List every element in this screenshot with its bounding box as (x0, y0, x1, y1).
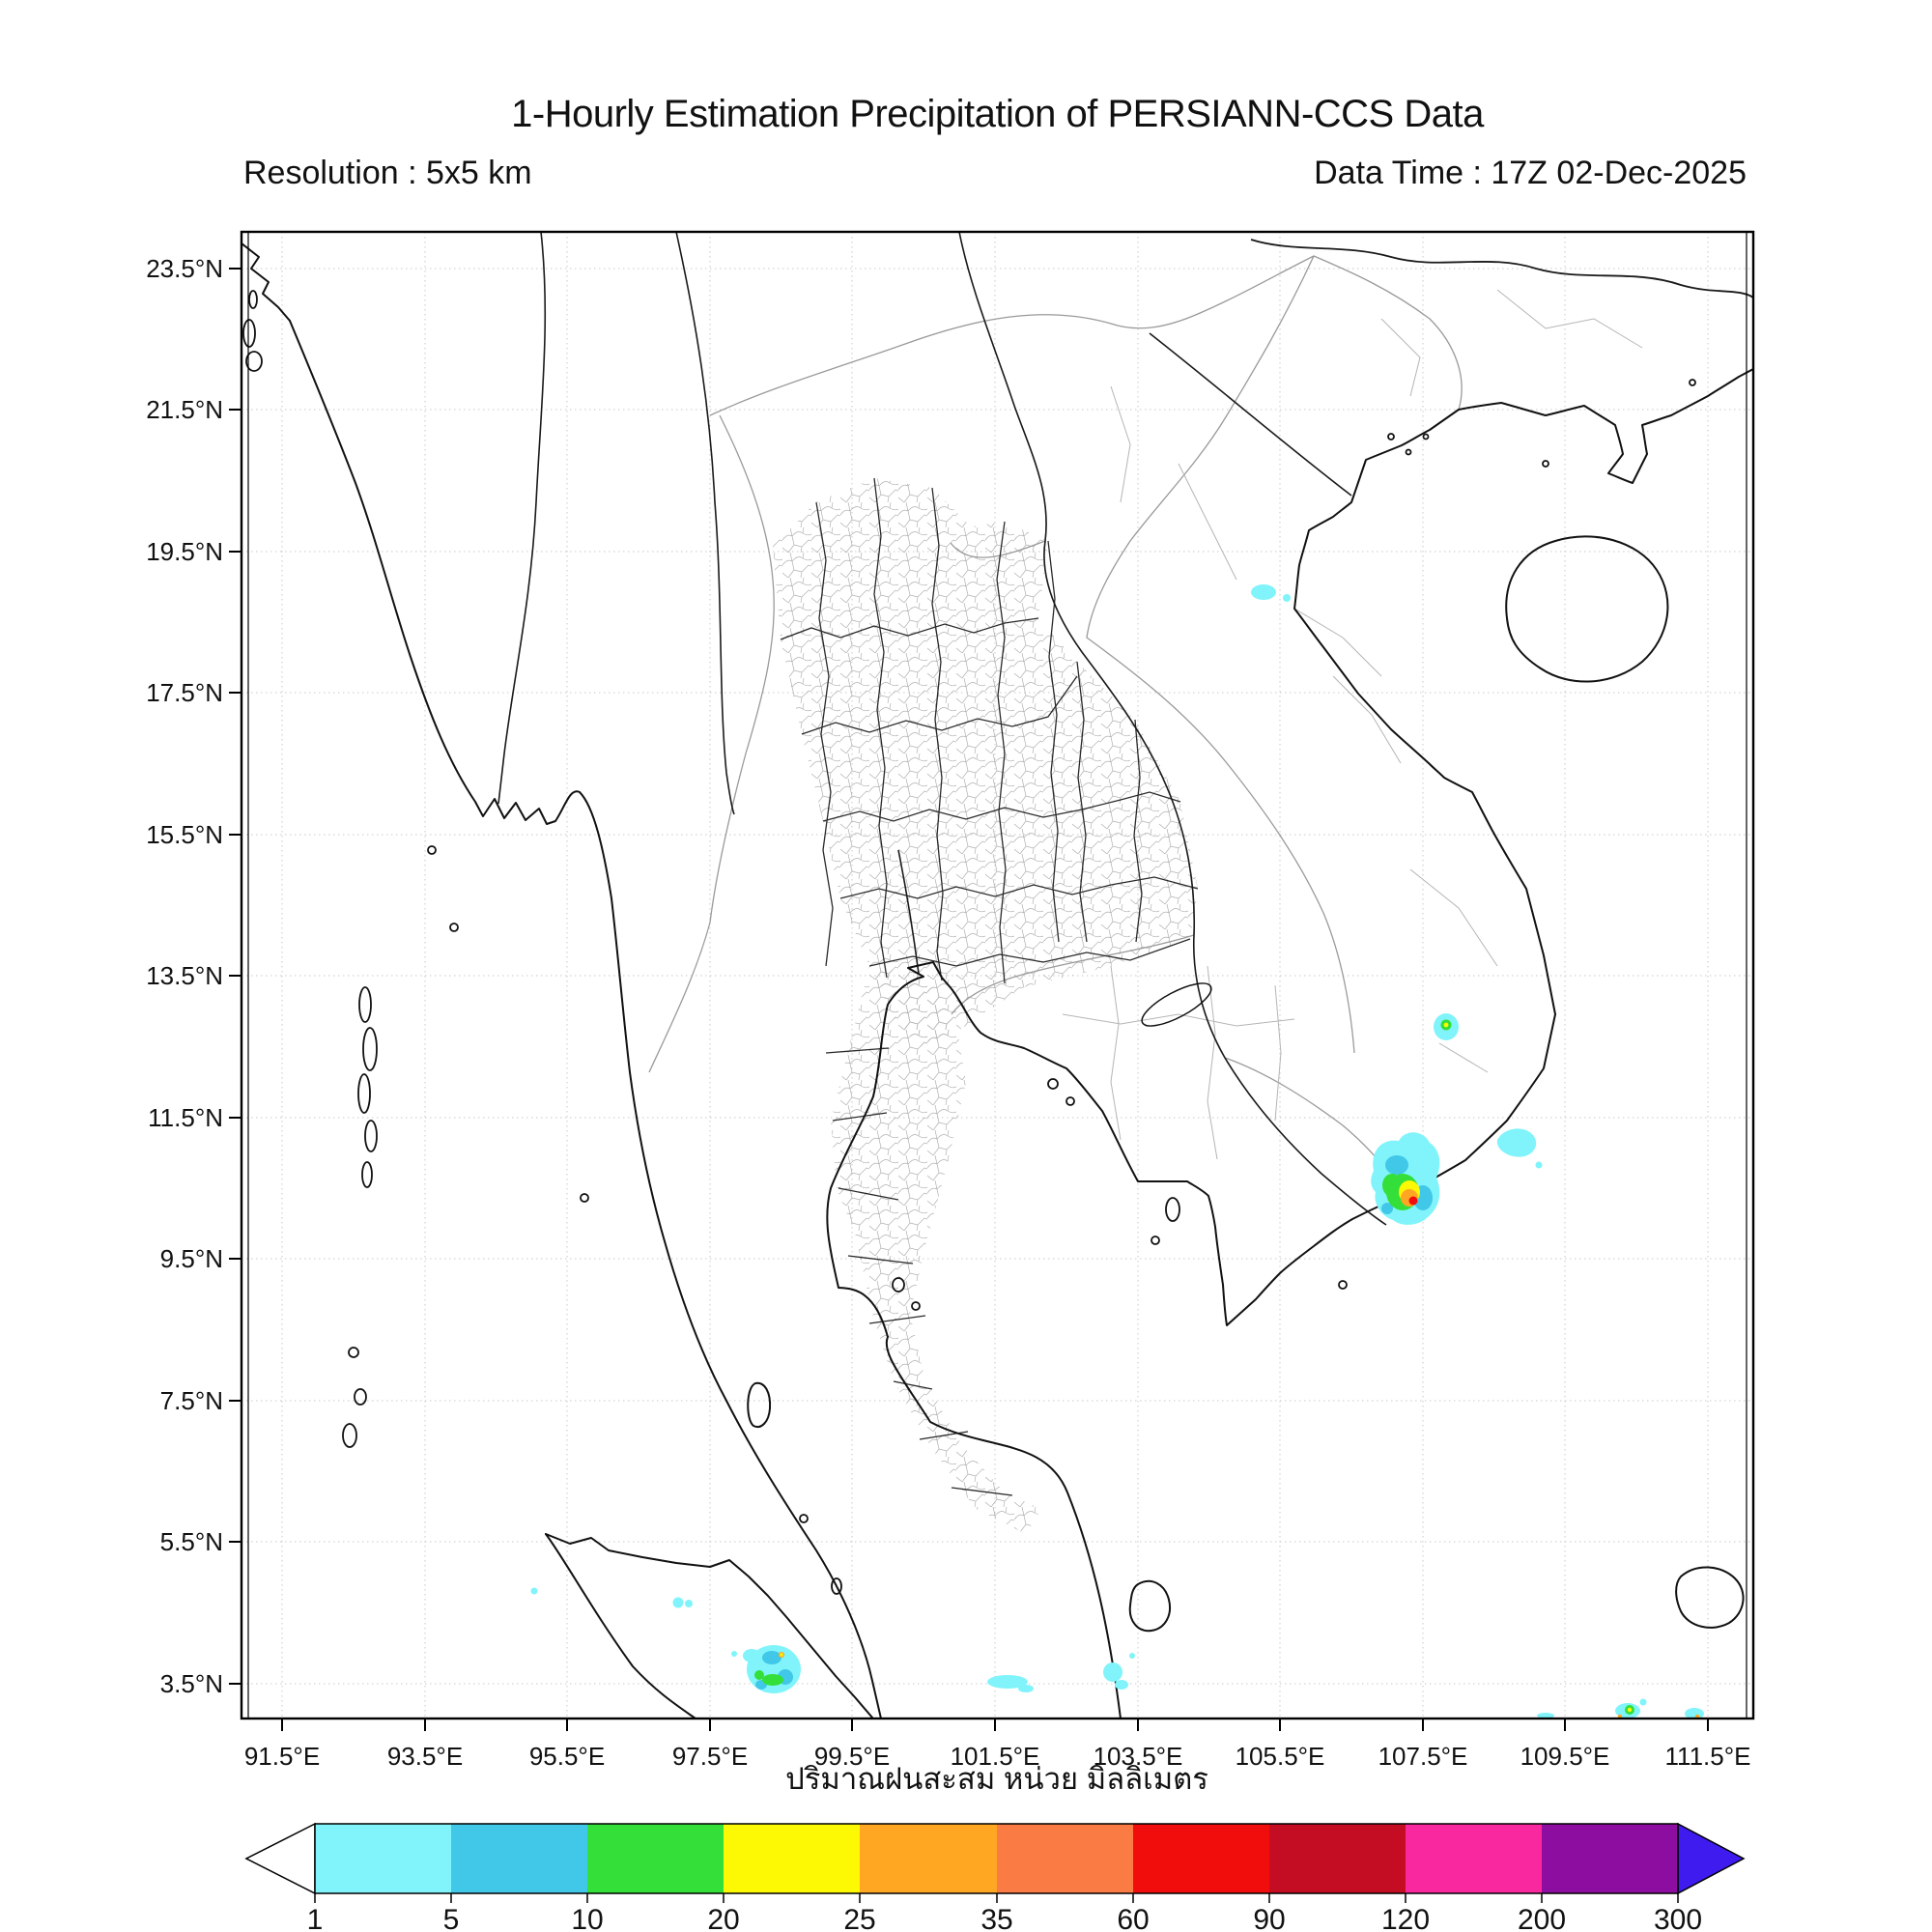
x-tick-label: 109.5°E (1520, 1742, 1610, 1771)
colorbar-label: 200 (1518, 1904, 1566, 1932)
x-tick-label: 105.5°E (1236, 1742, 1325, 1771)
x-tick-label: 103.5°E (1094, 1742, 1183, 1771)
colorbar-label: 25 (843, 1904, 875, 1932)
x-tick-label: 97.5°E (672, 1742, 748, 1771)
y-tick-label: 7.5°N (160, 1386, 223, 1415)
y-tick-label: 9.5°N (160, 1244, 223, 1273)
x-axis-title: ปริมาณฝนสะสม หน่วย มิลลิเมตร (785, 1762, 1208, 1796)
island-tioman-area (1128, 1579, 1171, 1633)
colorbar-segment (451, 1824, 587, 1893)
colorbar-label: 20 (707, 1904, 739, 1932)
y-tick-label: 5.5°N (160, 1527, 223, 1556)
colorbar-label: 90 (1253, 1904, 1285, 1932)
x-tick-label: 107.5°E (1378, 1742, 1468, 1771)
colorbar-labels: 1 5 10 20 25 35 60 90 120 200 300 (307, 1904, 1702, 1932)
colorbar-overflow-arrow (1677, 1822, 1746, 1895)
island-hainan (1505, 535, 1669, 683)
island-phuket (747, 1381, 772, 1428)
river-irrawaddy (497, 232, 547, 805)
lake-tonlesap (1141, 982, 1212, 1027)
small-islands-layer (242, 290, 1696, 1595)
x-tick-label: 99.5°E (814, 1742, 890, 1771)
river-mekong (958, 232, 1387, 1226)
rain-cells-bottom-right (1537, 1698, 1704, 1719)
colorbar-segment (1406, 1824, 1542, 1893)
river-xi (1250, 239, 1753, 298)
rain-cell-vietnam-highland (1434, 1013, 1459, 1040)
rain-cell-malacca (987, 1675, 1034, 1692)
colorbar-label: 120 (1381, 1904, 1430, 1932)
coast-bengal (242, 242, 291, 322)
coast-mainland-west (289, 320, 882, 1719)
y-tick-label: 23.5°N (146, 254, 223, 283)
river-chaophraya (897, 849, 920, 975)
x-tick-label: 101.5°E (951, 1742, 1040, 1771)
colorbar-label: 10 (571, 1904, 603, 1932)
colorbar-segment (1133, 1824, 1269, 1893)
y-tick-label: 19.5°N (146, 537, 223, 566)
colorbar-ticks (314, 1893, 1679, 1903)
axis-ticks (229, 268, 1709, 1731)
y-tick-label: 21.5°N (146, 395, 223, 424)
colorbar-label: 60 (1117, 1904, 1149, 1932)
colorbar-label: 1 (307, 1904, 324, 1932)
x-tick-label: 91.5°E (244, 1742, 320, 1771)
x-tick-label: 95.5°E (529, 1742, 605, 1771)
y-tick-label: 13.5°N (146, 961, 223, 990)
colorbar-segment (1269, 1824, 1406, 1893)
island-borneo-offshore (1675, 1566, 1745, 1629)
country-borders-layer (648, 255, 1643, 1194)
river-red (1149, 332, 1352, 497)
y-tick-label: 3.5°N (160, 1669, 223, 1698)
coast-sumatra-west (545, 1533, 696, 1719)
y-tick-label: 17.5°N (146, 678, 223, 707)
x-tick-label: 111.5°E (1665, 1742, 1751, 1771)
colorbar-segment (1542, 1824, 1678, 1893)
colorbar-segment (997, 1824, 1133, 1893)
colorbar-underflow-arrow (244, 1822, 316, 1895)
river-salween (675, 232, 735, 815)
page-title: 1-Hourly Estimation Precipitation of PER… (511, 93, 1484, 135)
colorbar-segment (724, 1824, 860, 1893)
colorbar: 1 5 10 20 25 35 60 90 120 200 300 (244, 1822, 1746, 1932)
rivers-layer (497, 232, 1753, 1226)
colorbar-label: 5 (443, 1904, 460, 1932)
coastline-layer (242, 242, 1753, 1719)
colorbar-label: 35 (980, 1904, 1012, 1932)
colorbar-segment (860, 1824, 997, 1893)
grid-layer (242, 232, 1753, 1719)
rain-cell-offshore-danang (1251, 584, 1291, 602)
rain-cell-malaysia-east (1103, 1653, 1135, 1690)
y-axis-labels: 23.5°N 21.5°N 19.5°N 17.5°N 15.5°N 13.5°… (146, 254, 223, 1698)
rain-cell-sumatra (530, 1587, 801, 1693)
coast-gulf-vietnam-china (826, 368, 1753, 1719)
x-axis-labels: 91.5°E 93.5°E 95.5°E 97.5°E 99.5°E 101.5… (244, 1742, 1751, 1771)
resolution-label: Resolution : 5x5 km (243, 155, 532, 191)
y-tick-label: 11.5°N (148, 1103, 223, 1132)
data-time-label: Data Time : 17Z 02-Dec-2025 (1314, 155, 1747, 191)
y-tick-label: 15.5°N (146, 820, 223, 849)
x-tick-label: 93.5°E (387, 1742, 463, 1771)
map-area: 91.5°E 93.5°E 95.5°E 97.5°E 99.5°E 101.5… (146, 230, 1755, 1796)
colorbar-segment (315, 1824, 451, 1893)
coast-sumatra-north-east (545, 1533, 873, 1719)
province-boundaries-layer (780, 477, 1199, 1496)
precipitation-layer (530, 584, 1704, 1719)
colorbar-segment (587, 1824, 724, 1893)
storm-cell-vungtau (1371, 1128, 1543, 1225)
colorbar-label: 300 (1654, 1904, 1702, 1932)
